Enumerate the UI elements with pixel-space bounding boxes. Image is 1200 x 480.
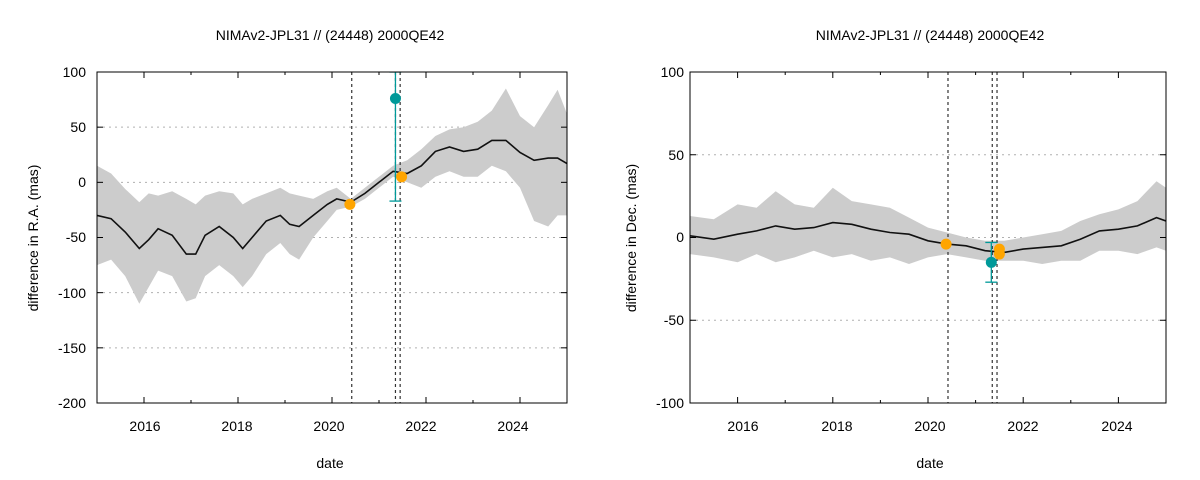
y-tick-ra-100: 100 xyxy=(63,64,87,80)
observation-point xyxy=(985,256,997,268)
y-tick-ra-50: 50 xyxy=(70,119,86,135)
x-tick-dec-2024: 2024 xyxy=(1101,418,1132,434)
series-line xyxy=(97,139,567,255)
x-axis-label-dec: date xyxy=(916,455,943,471)
plot-area-dec xyxy=(689,71,1167,404)
y-axis-label-ra: difference in R.A. (mas) xyxy=(25,165,41,312)
y-tick-ra-n150: -150 xyxy=(58,340,86,356)
x-axis-dec: 2016 2018 2020 2022 2024 xyxy=(727,418,1132,434)
panel-ra: NIMAv2-JPL31 // (24448) 2000QE42 2016 20… xyxy=(25,27,568,471)
x-tick-ra-2020: 2020 xyxy=(313,418,344,434)
y-tick-ra-n100: -100 xyxy=(58,285,86,301)
y-axis-ra: -200 -150 -100 -50 0 50 100 xyxy=(58,64,86,411)
chart-title-ra: NIMAv2-JPL31 // (24448) 2000QE42 xyxy=(216,27,445,43)
x-tick-dec-2022: 2022 xyxy=(1007,418,1038,434)
x-axis-ra: 2016 2018 2020 2022 2024 xyxy=(129,418,528,434)
y-axis-label-dec: difference in Dec. (mas) xyxy=(623,164,639,312)
x-tick-dec-2018: 2018 xyxy=(821,418,852,434)
y-axis-dec: -100 -50 0 50 100 xyxy=(656,64,684,411)
plot-clip-group xyxy=(690,72,1166,403)
y-tick-dec-n100: -100 xyxy=(656,395,684,411)
panel-dec: NIMAv2-JPL31 // (24448) 2000QE42 2016 20… xyxy=(623,27,1167,471)
plot-area-ra xyxy=(96,71,568,404)
observation-point xyxy=(389,92,401,104)
plot-clip-group xyxy=(97,72,567,403)
observation-point xyxy=(396,171,408,183)
x-tick-ra-2022: 2022 xyxy=(405,418,436,434)
chart-title-dec: NIMAv2-JPL31 // (24448) 2000QE42 xyxy=(816,27,1045,43)
uncertainty-band xyxy=(690,181,1166,264)
x-tick-dec-2020: 2020 xyxy=(914,418,945,434)
x-tick-ra-2018: 2018 xyxy=(221,418,252,434)
y-tick-ra-0: 0 xyxy=(78,174,86,190)
y-tick-ra-n200: -200 xyxy=(58,395,86,411)
y-tick-dec-50: 50 xyxy=(668,147,684,163)
uncertainty-band xyxy=(97,88,567,304)
y-tick-dec-0: 0 xyxy=(676,229,684,245)
series-line xyxy=(690,216,1166,254)
y-tick-dec-100: 100 xyxy=(661,64,685,80)
x-tick-ra-2016: 2016 xyxy=(129,418,160,434)
x-axis-label-ra: date xyxy=(316,455,343,471)
observation-point xyxy=(344,198,356,210)
y-tick-ra-n50: -50 xyxy=(66,229,86,245)
x-tick-dec-2016: 2016 xyxy=(727,418,758,434)
x-tick-ra-2024: 2024 xyxy=(497,418,528,434)
y-tick-dec-n50: -50 xyxy=(664,312,684,328)
observation-point xyxy=(993,248,1005,260)
observation-point xyxy=(940,238,952,250)
